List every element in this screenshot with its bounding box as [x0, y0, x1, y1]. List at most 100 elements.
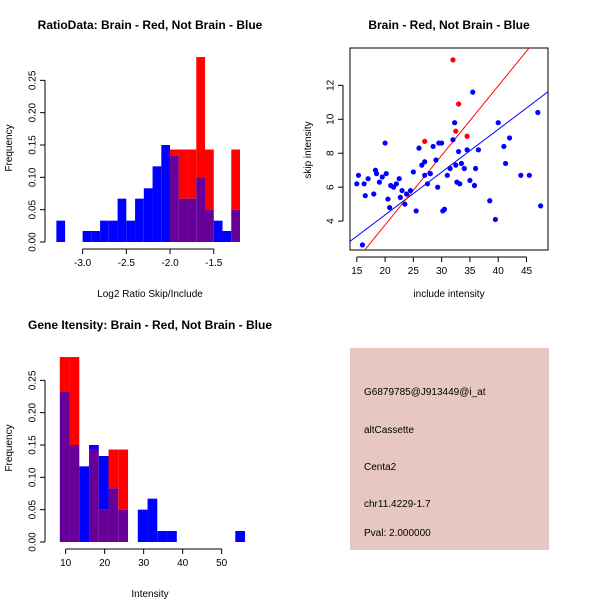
not-brain-bar	[56, 220, 66, 242]
brain-bar	[118, 449, 129, 510]
brain-bar	[231, 149, 241, 210]
not-brain-bar	[235, 531, 246, 542]
not-brain-point	[475, 147, 482, 153]
y-tick-label: 0.00	[28, 532, 39, 552]
not-brain-point	[506, 135, 513, 141]
brain-point	[464, 133, 470, 139]
not-brain-bar	[135, 198, 144, 242]
overlap-bar	[187, 198, 197, 242]
x-tick-label: 30	[436, 266, 448, 277]
not-brain-point	[430, 143, 436, 150]
not-brain-point	[535, 109, 541, 116]
not-brain-point	[467, 177, 473, 184]
brain-bar	[170, 149, 179, 156]
overlap-bar	[98, 509, 109, 542]
not-brain-bar	[79, 466, 90, 542]
info-panel: G6879785@J913449@i_at altCassette Centa2…	[350, 348, 549, 550]
brain-point	[456, 101, 462, 107]
y-tick-label: 0.00	[28, 232, 39, 252]
intensity-scatter: Brain - Red, Not Brain - Blue 15 20 25 30 35…	[303, 18, 549, 300]
not-brain-point	[416, 145, 422, 151]
not-brain-bar	[126, 220, 136, 242]
not-brain-point	[410, 169, 416, 175]
x-tick-label: 20	[380, 266, 392, 277]
not-brain-bar	[167, 531, 177, 542]
scatter-title: Brain - Red, Not Brain - Blue	[368, 18, 530, 32]
y-tick-label: 0.05	[28, 199, 39, 219]
scatter-points	[354, 57, 544, 248]
x-tick-label: 20	[99, 558, 111, 569]
not-brain-point	[435, 184, 441, 190]
ratio-histogram: RatioData: Brain - Red, Not Brain - Blue…	[4, 18, 263, 300]
x-tick-label: -3.0	[74, 258, 92, 269]
overlap-bar	[69, 445, 80, 542]
not-brain-point	[487, 198, 493, 204]
x-tick-label: 10	[60, 558, 72, 569]
not-brain-bar	[152, 166, 162, 242]
brain-bar	[59, 357, 70, 392]
brain-bar	[187, 149, 197, 199]
not-brain-point	[452, 120, 458, 126]
not-brain-point	[354, 181, 360, 187]
scatter-fit-lines	[350, 48, 548, 250]
y-tick-label: 0.15	[28, 435, 39, 455]
not-brain-point	[441, 206, 448, 212]
not-brain-point	[373, 171, 380, 177]
not-brain-point	[453, 162, 459, 168]
gene-intensity-histogram: Gene Itensity: Brain - Red, Not Brain - …	[4, 318, 272, 600]
not-brain-point	[456, 148, 462, 155]
not-brain-point	[361, 181, 367, 187]
overlap-bar	[59, 391, 70, 542]
x-tick-label: -2.5	[118, 258, 136, 269]
not-brain-bar	[137, 509, 148, 542]
ratio-histogram-xlabel: Log2 Ratio Skip/Include	[97, 289, 203, 300]
not-brain-bar	[213, 220, 223, 242]
not-brain-point	[461, 165, 467, 172]
overlap-bar	[178, 198, 188, 242]
x-tick-label: 35	[464, 266, 476, 277]
not-brain-point	[424, 181, 431, 187]
not-brain-point	[458, 160, 465, 167]
not-brain-point	[359, 242, 366, 248]
scatter-plot-frame	[349, 47, 549, 251]
scatter-xlabel: include intensity	[413, 289, 484, 300]
not-brain-bar	[98, 455, 109, 510]
not-brain-point	[427, 171, 433, 177]
x-tick-label: 40	[493, 266, 505, 277]
overlap-bar	[89, 449, 99, 542]
y-tick-label: 0.25	[28, 70, 39, 90]
y-tick-label: 0.20	[28, 402, 39, 422]
not-brain-point	[422, 159, 428, 165]
not-brain-point	[501, 143, 507, 150]
not-brain-point	[464, 147, 470, 153]
not-brain-point	[396, 176, 402, 182]
x-tick-label: 50	[216, 558, 228, 569]
overlap-bar	[205, 209, 214, 242]
not-brain-point	[383, 171, 389, 177]
not-brain-point	[385, 196, 391, 202]
not-brain-bar	[147, 498, 158, 542]
not-brain-point	[402, 201, 408, 207]
scatter-ylabel: skip intensity	[303, 121, 314, 178]
overlap-bar	[108, 488, 119, 542]
not-brain-point	[450, 137, 456, 143]
not-brain-point	[538, 203, 544, 209]
not-brain-point	[492, 216, 498, 223]
brain-fit-line	[364, 48, 530, 250]
not-brain-point	[387, 204, 393, 211]
not-brain-bar	[82, 231, 92, 242]
not-brain-point	[470, 89, 476, 95]
not-brain-point	[397, 194, 403, 200]
gene-name: Centa2	[364, 462, 397, 473]
brain-bar	[178, 149, 188, 199]
not-brain-bar	[222, 231, 232, 242]
not-brain-point	[393, 181, 399, 187]
overlap-bar	[231, 209, 241, 242]
y-tick-label: 0.15	[28, 135, 39, 155]
not-brain-bar	[89, 445, 99, 450]
not-brain-point	[371, 191, 377, 197]
gene-histogram-axes: 10 20 30 40 50 0.00 0.05 0.10 0.15 0.20 0.25	[28, 370, 228, 569]
y-tick-label: 4	[326, 218, 337, 224]
not-brain-point	[382, 140, 388, 146]
